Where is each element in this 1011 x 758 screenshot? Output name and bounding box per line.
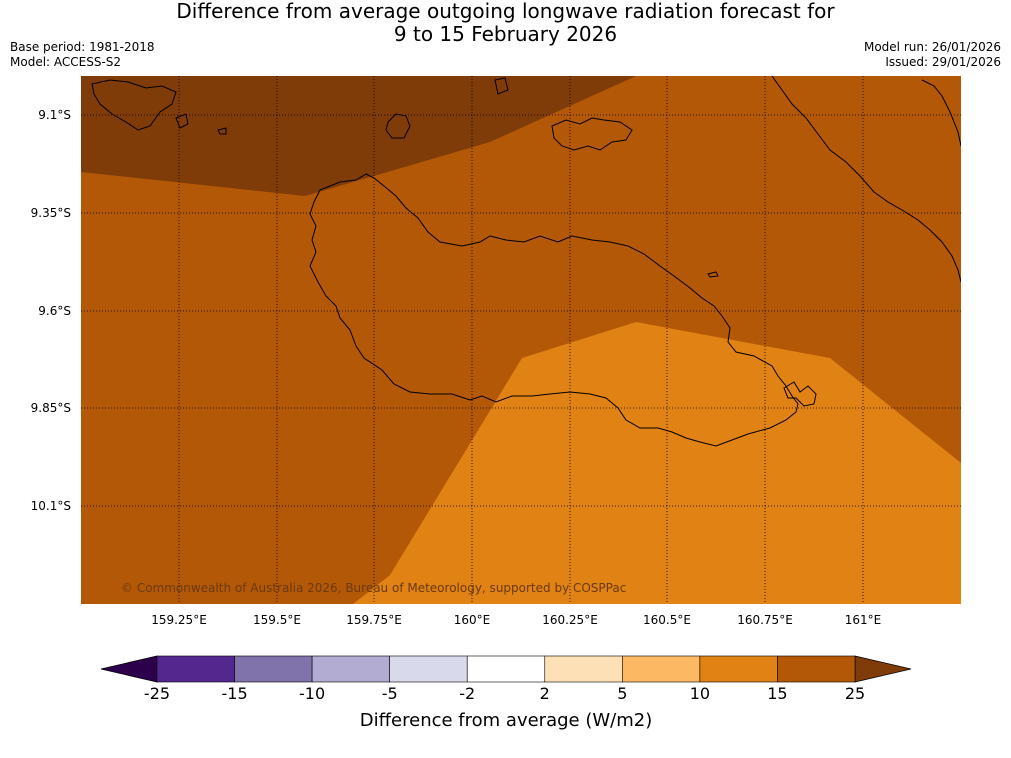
lat-label: 9.85°S bbox=[31, 401, 71, 415]
coastline-santa-isabel bbox=[91, 79, 177, 131]
colorbar: -25 -15 -10 -5 -2 2 5 10 15 25 Difference from av… bbox=[100, 655, 912, 731]
model-run: Model run: 26/01/2026 bbox=[863, 40, 1001, 54]
lon-label: 160.25°E bbox=[542, 613, 598, 627]
colorbar-segment bbox=[156, 655, 235, 683]
lon-label: 159.75°E bbox=[346, 613, 402, 627]
colorbar-tick-label: 25 bbox=[845, 684, 865, 703]
coastline-islet-east bbox=[707, 271, 719, 278]
meta-right: Model run: 26/01/2026 Issued: 29/01/2026 bbox=[864, 40, 1001, 70]
colorbar-over-arrow bbox=[854, 655, 912, 683]
lat-label: 10.1°S bbox=[31, 499, 71, 513]
title-line-2: 9 to 15 February 2026 bbox=[393, 22, 618, 46]
lon-label: 161°E bbox=[845, 613, 882, 627]
lon-label: 160.75°E bbox=[737, 613, 793, 627]
coastline-savo bbox=[385, 113, 411, 139]
colorbar-tick-label: -10 bbox=[299, 684, 325, 703]
copyright-text: © Commonwealth of Australia 2026, Bureau… bbox=[121, 581, 626, 595]
contour-above-25 bbox=[81, 76, 636, 196]
base-period: Base period: 1981-2018 bbox=[10, 40, 155, 54]
coastline-marau-islets bbox=[783, 381, 817, 407]
model-name: Model: ACCESS-S2 bbox=[10, 55, 122, 69]
chart-title: Difference from average outgoing longwav… bbox=[0, 0, 1011, 46]
meta-left: Base period: 1981-2018 Model: ACCESS-S2 bbox=[10, 40, 155, 70]
colorbar-tick-label: 5 bbox=[617, 684, 627, 703]
lat-label: 9.6°S bbox=[38, 304, 71, 318]
title-line-1: Difference from average outgoing longwav… bbox=[176, 0, 835, 23]
coastline-small-isle-2 bbox=[217, 127, 227, 135]
lon-labels: 159.25°E 159.5°E 159.75°E 160°E 160.25°E… bbox=[151, 613, 881, 627]
colorbar-tick-label: -5 bbox=[382, 684, 398, 703]
colorbar-tick-label: 15 bbox=[767, 684, 787, 703]
map-area: © Commonwealth of Australia 2026, Bureau… bbox=[81, 76, 961, 604]
lon-label: 160.5°E bbox=[643, 613, 691, 627]
lat-labels: 9.1°S 9.35°S 9.6°S 9.85°S 10.1°S bbox=[31, 108, 71, 513]
colorbar-label: Difference from average (W/m2) bbox=[360, 710, 652, 731]
colorbar-segment bbox=[622, 655, 701, 683]
coastline-guadalcanal bbox=[309, 173, 799, 447]
colorbar-tick-label: 10 bbox=[690, 684, 710, 703]
lat-label: 9.35°S bbox=[31, 206, 71, 220]
coastline-malaita bbox=[771, 76, 961, 283]
contour-10-15 bbox=[353, 322, 961, 604]
lon-label: 159.5°E bbox=[253, 613, 301, 627]
colorbar-tick-label: -2 bbox=[459, 684, 475, 703]
colorbar-segment bbox=[234, 655, 313, 683]
colorbar-segment bbox=[311, 655, 390, 683]
colorbar-segment bbox=[544, 655, 623, 683]
colorbar-tick-label: -25 bbox=[144, 684, 170, 703]
colorbar-segment bbox=[466, 655, 546, 683]
colorbar-segment bbox=[389, 655, 468, 683]
colorbar-tick-label: 2 bbox=[540, 684, 550, 703]
lon-label: 160°E bbox=[454, 613, 491, 627]
issued-date: Issued: 29/01/2026 bbox=[885, 55, 1001, 69]
colorbar-segment bbox=[699, 655, 778, 683]
coastline-small-isle-3 bbox=[494, 77, 509, 95]
colorbar-tick-label: -15 bbox=[221, 684, 247, 703]
lat-label: 9.1°S bbox=[38, 108, 71, 122]
colorbar-segment bbox=[777, 655, 856, 683]
coastline-nggela bbox=[551, 117, 633, 151]
colorbar-under-arrow bbox=[100, 655, 158, 683]
lon-label: 159.25°E bbox=[151, 613, 207, 627]
coastline-malaita-north bbox=[921, 79, 961, 147]
gridlines bbox=[81, 76, 961, 604]
